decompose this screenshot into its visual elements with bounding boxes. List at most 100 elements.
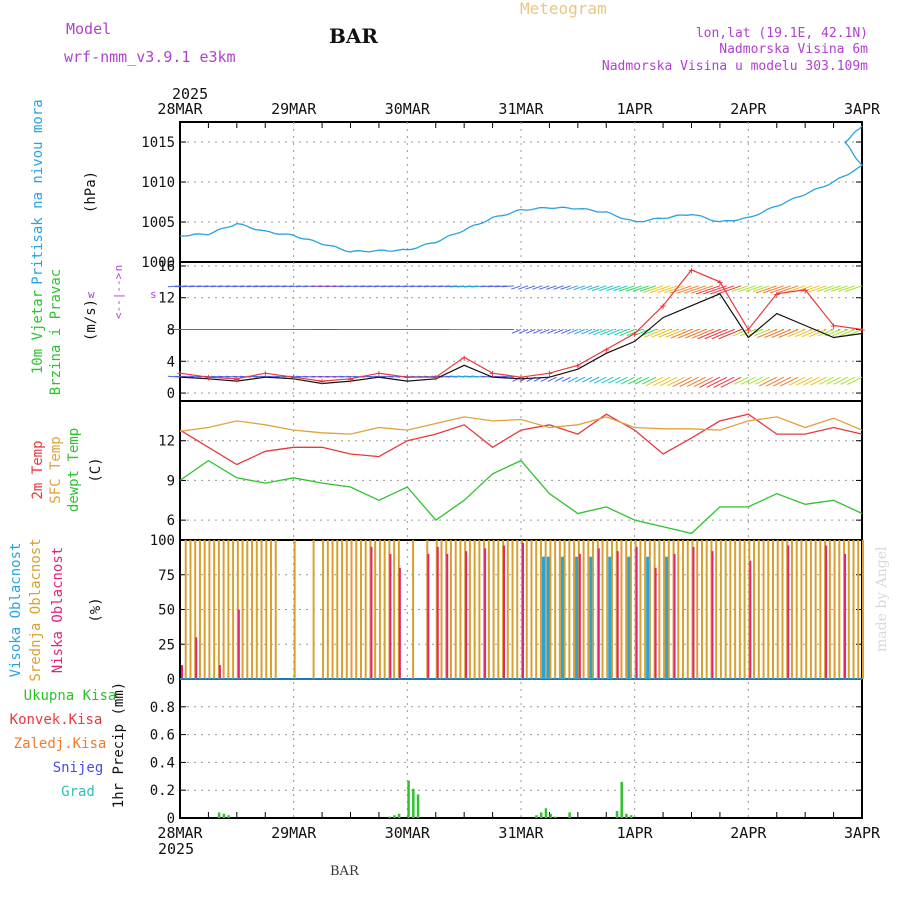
wind-barb (225, 285, 237, 288)
gust-marker: + (859, 324, 866, 337)
cloud-mid-bar (487, 540, 490, 679)
cloud-mid-bar (293, 540, 296, 679)
cloud-mid-bar (814, 540, 817, 679)
tick-label-top-28MAR: 28MAR (157, 100, 203, 118)
cloud-mid-bar (776, 540, 779, 679)
altitude-label: Nadmorska Visina 6m (719, 42, 868, 57)
cloud-low-bar (711, 551, 714, 679)
precip-bar (625, 813, 628, 818)
cloud-low-bar (654, 567, 657, 679)
cloud-mid-bar (762, 540, 765, 679)
wind-barb (657, 285, 678, 294)
wind-barb (606, 285, 621, 292)
cloud-mid-bar (506, 540, 509, 679)
pressure-ylabel: (hPa) (83, 171, 99, 213)
wind-barb (311, 375, 323, 378)
precip-bar (629, 815, 633, 818)
cloud-label-low: Niska Oblacnost (50, 547, 66, 673)
wind-barb (819, 376, 834, 385)
wind-barb (627, 376, 642, 385)
wind-barb (210, 285, 223, 288)
cloud-mid-bar (809, 540, 812, 679)
y-tick-label: 4 (167, 354, 175, 370)
precip-ylabel: 1hr Precip (mm) (111, 682, 127, 808)
cloud-low-bar (578, 553, 581, 679)
precip-legend-1: Konvek.Kisa (10, 712, 103, 728)
cloud-mid-bar (312, 540, 315, 679)
wind-barb (512, 376, 522, 382)
cloud-high-bar (646, 556, 650, 679)
wind-barb (431, 285, 443, 288)
wind-barb (619, 329, 635, 337)
wind-barb (672, 376, 692, 388)
wind-barb (833, 376, 849, 385)
wind-barb (366, 285, 379, 288)
wind-barb (778, 329, 799, 338)
wind-barb (753, 329, 770, 337)
wind-barb (644, 329, 664, 338)
temp-line-sfc-temp (179, 416, 863, 435)
wind-barb (463, 375, 479, 378)
y-tick-label: 0 (167, 672, 175, 688)
wind-barb (494, 375, 507, 378)
wind-barb (658, 329, 678, 338)
wind-barb (665, 329, 685, 338)
cloud-mid-bar (241, 540, 244, 679)
y-tick-label: 75 (158, 568, 175, 584)
wind-barb (480, 375, 493, 378)
wind-title-1: 10m Vjetar (30, 290, 46, 374)
wind-barb (267, 375, 280, 378)
cloud-mid-bar (857, 540, 860, 679)
wind-barb (203, 285, 216, 288)
gust-marker: + (461, 351, 468, 364)
cloud-mid-bar (563, 540, 566, 679)
cloud-mid-bar (473, 540, 476, 679)
wind-barb (780, 376, 799, 387)
cloud-mid-bar (194, 540, 197, 679)
wind-barb (296, 285, 308, 288)
temp-line-dewpt-temp (179, 459, 863, 535)
wind-barb (765, 376, 785, 387)
tick-label-top-29MAR: 29MAR (271, 100, 317, 118)
precip-bar (544, 808, 548, 818)
cloud-mid-bar (852, 540, 855, 679)
wind-barb (748, 376, 763, 385)
wind-barb (463, 285, 479, 288)
wind-barb (182, 285, 195, 288)
tick-label-bottom-1APR: 1APR (617, 824, 654, 842)
cloud-mid-bar (497, 540, 500, 679)
wind-barb (471, 375, 486, 378)
wind-barb (303, 375, 316, 378)
plot-frame (179, 121, 863, 819)
wind-barb (303, 285, 316, 288)
cloud-high-bar (541, 556, 545, 679)
wind-barb (686, 376, 706, 388)
year-top: 2025 (172, 85, 208, 103)
y-tick-label: 12 (158, 434, 175, 450)
y-tick-label: 8 (167, 323, 175, 339)
wind-barb (339, 285, 351, 288)
cloud-low-bar (237, 609, 240, 679)
wind-barb (281, 285, 294, 288)
model-altitude-label: Nadmorska Visina u modelu 303.109m (602, 59, 868, 74)
cloud-low-bar (436, 546, 439, 679)
wind-barb (763, 285, 785, 294)
wind-barb (567, 329, 579, 335)
y-tick-label: 9 (167, 473, 175, 489)
wind-barb (713, 376, 735, 388)
wind-barb (232, 285, 244, 288)
wind-barb (274, 375, 287, 378)
wind-barb (547, 376, 557, 382)
cloud-low-bar (446, 553, 449, 679)
precip-legend-0: Ukupna Kisa (24, 688, 117, 704)
wind-barb (449, 375, 465, 378)
wind-barb (739, 329, 756, 337)
wind-barb (511, 329, 522, 334)
tick-label-bottom-2APR: 2APR (730, 824, 767, 842)
wind-barb (381, 285, 394, 288)
cloud-mid-bar (682, 540, 685, 679)
y-tick-label: 0.4 (150, 755, 175, 771)
cloud-mid-bar (544, 540, 547, 679)
cloud-low-bar (370, 546, 373, 679)
gust-marker: + (745, 324, 752, 337)
